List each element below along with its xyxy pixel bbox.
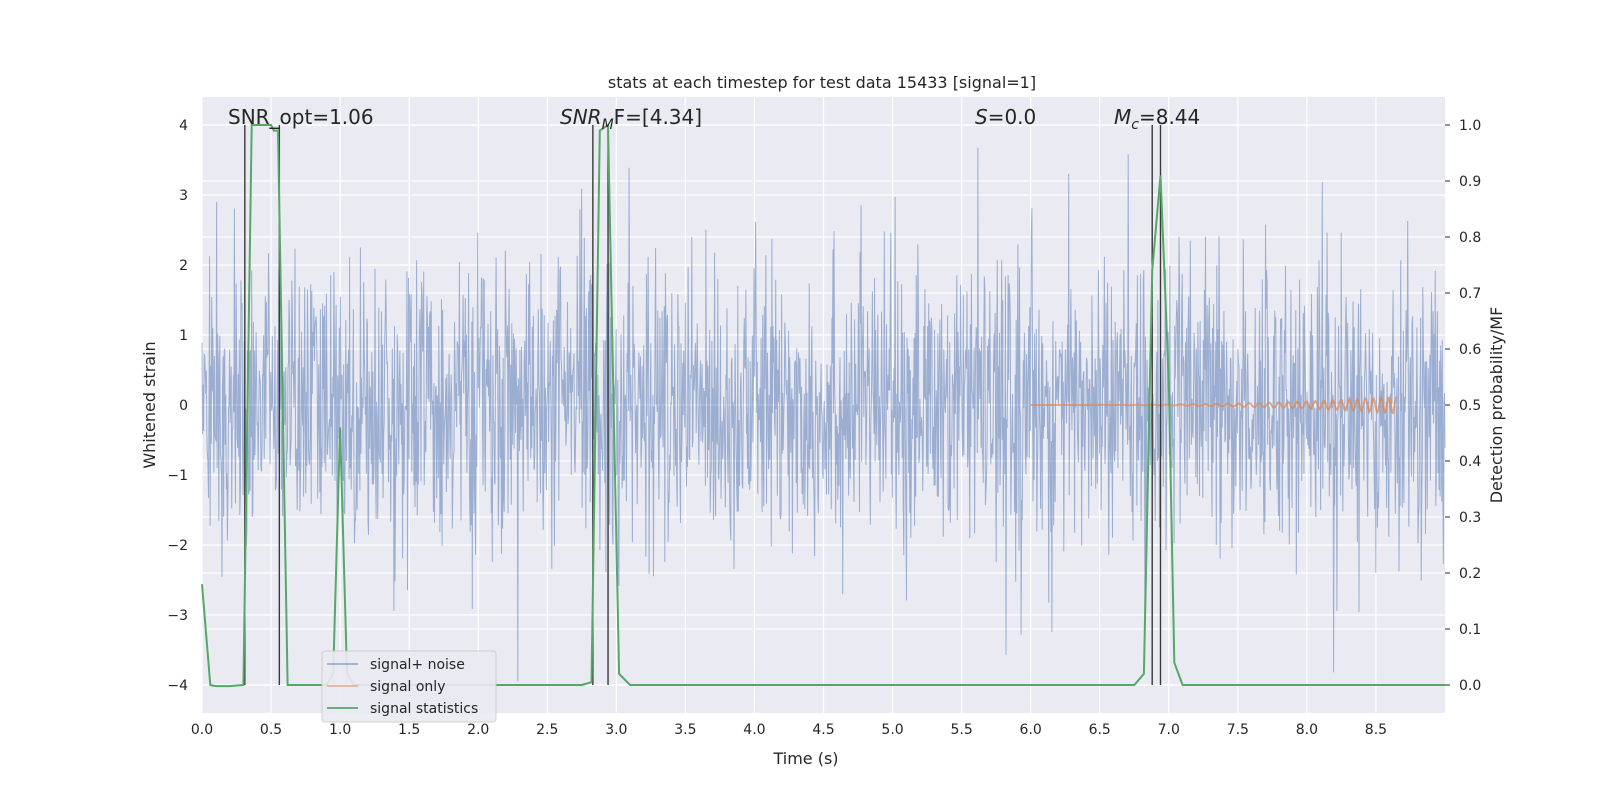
- chart-title: stats at each timestep for test data 154…: [608, 73, 1036, 92]
- grid-lines: [201, 97, 1445, 713]
- y-tick-label-right: 0.1: [1459, 622, 1481, 638]
- y-tick-label: −1: [167, 468, 188, 484]
- y-tick-label-right: 0.4: [1459, 454, 1481, 470]
- y-tick-label-right: 0.6: [1459, 342, 1481, 358]
- x-tick-label: 8.0: [1296, 722, 1318, 738]
- annotation-snr-mf: SNRMF=[4.34]: [560, 105, 702, 133]
- annotation-mc: Mc=8.44: [1114, 105, 1200, 133]
- x-tick-label: 0.0: [191, 722, 213, 738]
- x-tick-label: 1.0: [329, 722, 351, 738]
- annotation-s: S=0.0: [975, 105, 1036, 129]
- legend-label-signal: signal only: [370, 679, 445, 695]
- y-tick-label: −3: [167, 608, 188, 624]
- x-tick-label: 2.5: [536, 722, 558, 738]
- signal-only-series: [1030, 395, 1398, 415]
- x-tick-label: 1.5: [398, 722, 420, 738]
- legend-label-noise: signal+ noise: [370, 657, 465, 673]
- x-tick-label: 8.5: [1365, 722, 1387, 738]
- x-tick-label: 4.0: [743, 722, 765, 738]
- x-tick-label: 2.0: [467, 722, 489, 738]
- x-axis-label: Time (s): [772, 749, 838, 768]
- y-axis-label-right: Detection probability/MF: [1487, 307, 1506, 504]
- x-tick-label: 6.5: [1089, 722, 1111, 738]
- y-tick-label: 0: [179, 398, 188, 414]
- x-tick-label: 0.5: [260, 722, 282, 738]
- y-tick-label-right: 0.8: [1459, 230, 1481, 246]
- y-tick-label-right: 0.9: [1459, 174, 1481, 190]
- axes: 0.0 0.5 1.0 1.5 2.0 2.5 3.0 3.5 4.0 4.5 5.0 5.5 6.0 6…: [167, 118, 1481, 738]
- y-tick-label: −4: [167, 678, 188, 694]
- y-tick-label-right: 1.0: [1459, 118, 1481, 134]
- y-tick-label-right: 0.0: [1459, 678, 1481, 694]
- y-tick-label: 2: [179, 258, 188, 274]
- x-tick-label: 3.5: [674, 722, 696, 738]
- legend-label-stat: signal statistics: [370, 701, 478, 717]
- y-tick-label-right: 0.3: [1459, 510, 1481, 526]
- legend-box: [321, 650, 497, 723]
- signal-only-line: [1030, 395, 1398, 415]
- signal-noise-line: [201, 147, 1446, 682]
- y-axis-label: Whitened strain: [140, 341, 159, 468]
- y-tick-label: 4: [179, 118, 188, 134]
- signal-noise-series: [201, 147, 1446, 682]
- x-tick-label: 7.5: [1227, 722, 1249, 738]
- y-tick-label: −2: [167, 538, 188, 554]
- annotation-snr-opt: SNR_opt=1.06: [228, 105, 374, 129]
- legend: signal+ noise signal only signal statist…: [321, 650, 497, 723]
- y-tick-label: 1: [179, 328, 188, 344]
- x-tick-label: 4.5: [812, 722, 834, 738]
- x-tick-label: 7.0: [1158, 722, 1180, 738]
- x-tick-label: 5.5: [950, 722, 972, 738]
- x-tick-label: 3.0: [605, 722, 627, 738]
- y-tick-label-right: 0.2: [1459, 566, 1481, 582]
- y-tick-label: 3: [179, 188, 188, 204]
- x-tick-label: 5.0: [881, 722, 903, 738]
- y-tick-label-right: 0.7: [1459, 286, 1481, 302]
- x-tick-label: 6.0: [1020, 722, 1042, 738]
- y-tick-label-right: 0.5: [1459, 398, 1481, 414]
